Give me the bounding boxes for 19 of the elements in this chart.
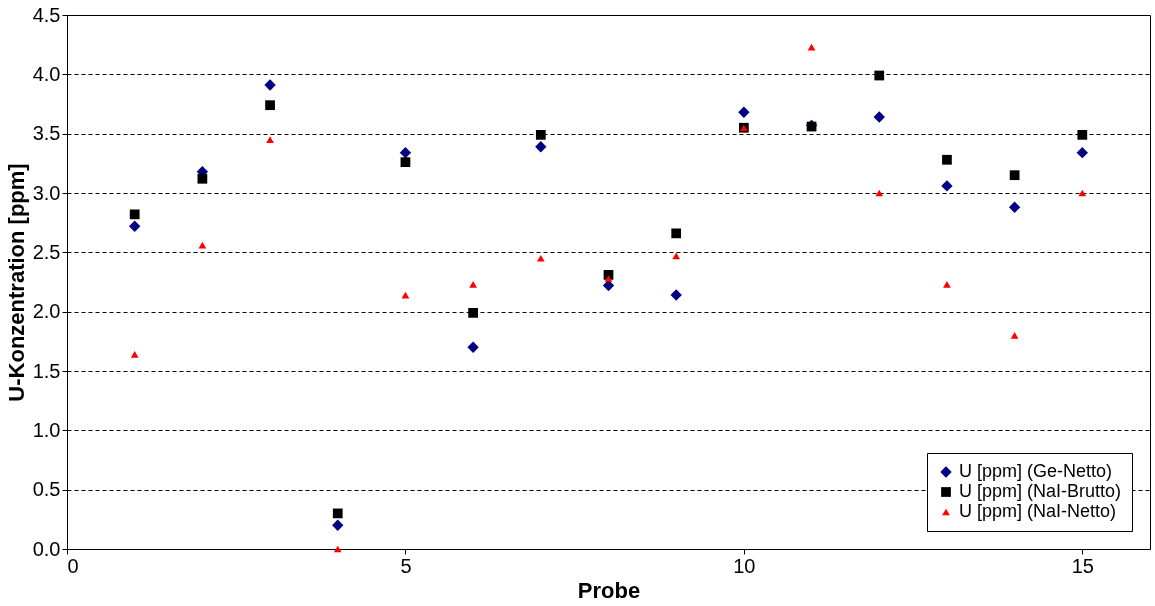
y-tick-label: 1.5 (32, 359, 61, 382)
x-axis-title: Probe (577, 577, 641, 603)
x-tick-label: 5 (400, 554, 412, 577)
y-tick-label: 4.5 (32, 3, 61, 26)
x-tick-label: 15 (1071, 554, 1094, 577)
y-tick-label: 0.0 (32, 537, 61, 560)
y-tick-label: 2.0 (32, 300, 61, 323)
y-tick-label: 3.5 (32, 122, 61, 145)
y-tick-label: 1.0 (32, 418, 61, 441)
y-tick-label: 4.0 (32, 62, 61, 85)
y-tick-label: 3.0 (32, 181, 61, 204)
legend-label: U [ppm] (NaI-Brutto) (959, 481, 1122, 501)
legend-label: U [ppm] (Ge-Netto) (959, 461, 1113, 481)
y-tick-label: 2.5 (32, 240, 61, 263)
y-axis-title: U-Konzentration [ppm] (3, 163, 29, 402)
legend-label: U [ppm] (NaI-Netto) (959, 501, 1117, 521)
x-tick-label: 10 (733, 554, 756, 577)
x-tick-label: 0 (67, 554, 79, 577)
y-tick-label: 0.5 (32, 478, 61, 501)
